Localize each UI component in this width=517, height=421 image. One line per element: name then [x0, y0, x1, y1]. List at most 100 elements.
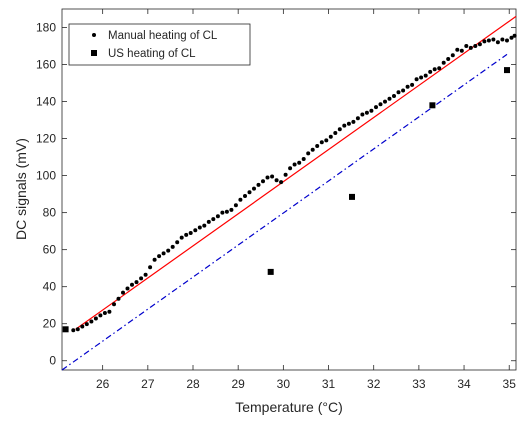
manual-point [270, 174, 275, 179]
manual-point [401, 88, 406, 93]
manual-point [392, 94, 396, 98]
manual-point [351, 119, 356, 124]
manual-point [229, 207, 234, 212]
manual-point [342, 123, 347, 128]
manual-point [355, 116, 360, 121]
manual-point [364, 110, 369, 115]
manual-point [297, 160, 302, 165]
manual-point [301, 157, 306, 161]
manual-point [306, 151, 311, 156]
axis-ticks: 26 27 28 29 30 31 32 33 34 35 0 20 40 60 80 100 120 140 16… [36, 9, 516, 391]
manual-point [491, 37, 496, 42]
manual-point [378, 102, 383, 107]
x-tick-label: 26 [96, 377, 110, 391]
manual-point [243, 194, 247, 198]
x-tick-label: 27 [141, 377, 155, 391]
x-tick-label: 35 [503, 377, 517, 391]
manual-point [450, 53, 455, 58]
x-tick-label: 30 [277, 377, 291, 391]
manual-point [279, 180, 284, 185]
manual-point [328, 134, 333, 139]
manual-point [89, 319, 94, 324]
manual-point [495, 40, 500, 45]
manual-point [233, 203, 238, 208]
manual-point [410, 82, 415, 87]
manual-point [265, 175, 270, 180]
manual-point [428, 69, 433, 74]
manual-point [437, 66, 442, 71]
manual-point [220, 210, 225, 215]
manual-point [211, 217, 216, 222]
manual-point [477, 42, 482, 47]
manual-point [292, 162, 297, 167]
manual-point [509, 35, 514, 40]
manual-point [238, 197, 243, 202]
manual-point [261, 179, 265, 184]
legend-box [68, 23, 251, 66]
us-point [429, 102, 436, 109]
manual-point [369, 108, 374, 113]
manual-point [473, 44, 478, 48]
manual-point [512, 33, 517, 38]
manual-point [148, 265, 153, 270]
manual-point [419, 75, 424, 80]
manual-point [130, 282, 134, 287]
manual-point [333, 131, 338, 135]
y-tick-label: 180 [36, 21, 56, 35]
x-tick-label: 34 [457, 377, 471, 391]
fit-line-solid [75, 15, 517, 330]
manual-point [414, 77, 419, 82]
y-tick-label: 0 [49, 354, 56, 368]
x-tick-label: 31 [322, 377, 336, 391]
manual-point [71, 328, 76, 333]
manual-point [247, 190, 252, 195]
manual-point [486, 38, 491, 43]
manual-point [112, 302, 116, 307]
manual-point [396, 90, 401, 95]
us-point [267, 268, 274, 275]
x-axis-label: Temperature (°C) [235, 399, 343, 415]
manual-point [315, 144, 320, 148]
manual-point [423, 73, 428, 78]
manual-point [319, 140, 324, 145]
x-tick-label: 28 [186, 377, 200, 391]
manual-point [206, 219, 211, 224]
manual-point [374, 105, 378, 110]
manual-point [252, 186, 256, 191]
manual-point [80, 324, 85, 329]
manual-point [383, 99, 387, 104]
manual-point [102, 311, 107, 315]
manual-point [324, 138, 329, 143]
manual-point [116, 296, 121, 301]
legend-label-us: US heating of CL [108, 48, 196, 60]
manual-point [468, 45, 473, 50]
manual-point [500, 37, 505, 42]
legend-label-manual: Manual heating of CL [108, 30, 218, 42]
manual-point [175, 240, 180, 245]
manual-point [482, 39, 487, 44]
x-tick-label: 32 [367, 377, 381, 391]
manual-point [152, 257, 157, 262]
manual-point [188, 231, 193, 235]
manual-point [405, 84, 410, 89]
us-point [349, 193, 355, 200]
y-tick-label: 60 [43, 243, 57, 257]
manual-point [98, 313, 103, 318]
manual-point [387, 96, 392, 101]
manual-point [459, 48, 464, 53]
manual-point [121, 290, 125, 295]
x-tick-label: 29 [231, 377, 245, 391]
y-tick-label: 80 [43, 206, 57, 220]
manual-point [139, 276, 144, 281]
manual-point [283, 172, 288, 177]
manual-point [441, 60, 446, 65]
manual-point [256, 182, 261, 187]
legend-marker-us [91, 50, 97, 56]
y-tick-label: 40 [43, 280, 57, 294]
manual-point [84, 322, 89, 327]
manual-point [193, 228, 198, 233]
manual-point [161, 251, 166, 256]
manual-point [432, 67, 437, 72]
manual-point [288, 166, 293, 171]
manual-point [455, 47, 460, 52]
